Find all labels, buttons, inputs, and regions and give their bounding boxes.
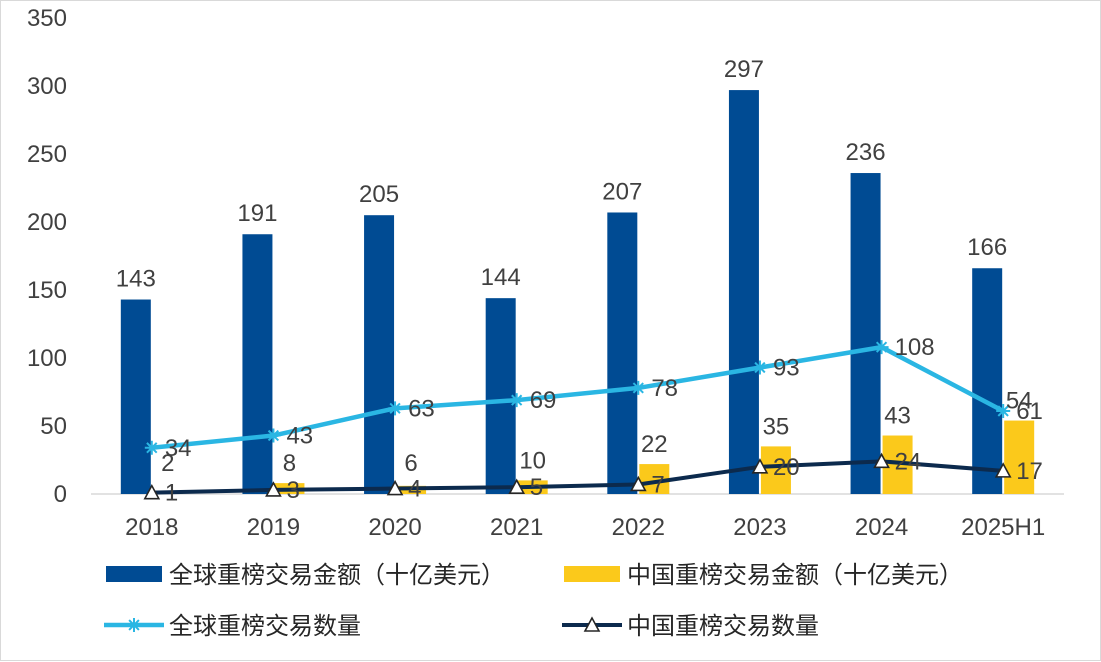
legend-label-global-count: 全球重榜交易数量 bbox=[169, 612, 361, 640]
bar-global-amount bbox=[728, 90, 759, 494]
bar-global-amount bbox=[485, 298, 516, 494]
line-global-count bbox=[144, 340, 1011, 455]
label-china-count: 20 bbox=[773, 454, 800, 481]
marker-global-count bbox=[874, 340, 889, 355]
bars-global-amount bbox=[120, 90, 1003, 495]
label-global-amount: 207 bbox=[602, 178, 642, 205]
label-china-amount: 35 bbox=[763, 413, 790, 440]
label-china-count: 24 bbox=[895, 448, 922, 475]
label-global-count: 34 bbox=[165, 435, 192, 462]
label-china-count: 7 bbox=[651, 471, 664, 498]
label-global-amount: 297 bbox=[724, 56, 764, 83]
y-tick-label: 250 bbox=[27, 141, 67, 168]
x-tick-label: 2020 bbox=[368, 514, 421, 541]
y-axis: 0 50 100 150 200 250 300 350 bbox=[27, 5, 67, 508]
label-global-count: 108 bbox=[895, 334, 935, 361]
label-global-count: 63 bbox=[408, 395, 435, 422]
label-china-count: 1 bbox=[165, 480, 178, 507]
label-china-amount: 22 bbox=[641, 431, 668, 458]
label-global-amount: 191 bbox=[237, 200, 277, 227]
y-tick-label: 200 bbox=[27, 209, 67, 236]
label-global-amount: 166 bbox=[967, 234, 1007, 261]
line-china-count-path bbox=[151, 459, 1004, 495]
label-china-count: 17 bbox=[1016, 458, 1043, 485]
marker-china-count bbox=[994, 462, 1012, 478]
label-global-amount: 205 bbox=[359, 181, 399, 208]
bar-global-amount bbox=[850, 173, 881, 495]
bar-china-amount bbox=[1004, 420, 1035, 494]
marker-china-count bbox=[386, 479, 404, 496]
y-tick-label: 350 bbox=[27, 5, 67, 32]
marker-china-count bbox=[143, 483, 161, 500]
bar-global-amount bbox=[972, 268, 1003, 494]
marker-global-count bbox=[388, 401, 403, 416]
x-tick-label: 2025H1 bbox=[961, 514, 1045, 541]
y-tick-label: 100 bbox=[27, 345, 67, 372]
label-global-count: 69 bbox=[530, 387, 557, 414]
legend-label-global-amount: 全球重榜交易金额（十亿美元） bbox=[169, 561, 505, 589]
bar-global-amount bbox=[120, 299, 151, 494]
x-tick-label: 2021 bbox=[490, 514, 543, 541]
bar-global-amount bbox=[242, 234, 273, 495]
label-china-amount: 43 bbox=[884, 403, 911, 430]
bar-global-amount bbox=[364, 215, 395, 494]
marker-global-count bbox=[509, 393, 524, 408]
label-china-count: 3 bbox=[286, 477, 299, 504]
marker-china-count bbox=[629, 475, 647, 492]
marker-china-count bbox=[751, 458, 769, 474]
label-global-amount: 143 bbox=[116, 266, 156, 293]
y-tick-label: 0 bbox=[54, 481, 67, 508]
x-tick-label: 2024 bbox=[855, 514, 908, 541]
label-global-amount: 236 bbox=[846, 139, 886, 166]
marker-global-count bbox=[631, 380, 646, 395]
legend-label-china-count: 中国重榜交易数量 bbox=[627, 612, 819, 640]
label-china-amount: 54 bbox=[1006, 388, 1033, 415]
label-global-count: 43 bbox=[286, 423, 313, 450]
y-tick-label: 300 bbox=[27, 73, 67, 100]
legend-marker-china-count bbox=[583, 616, 601, 632]
marker-china-count bbox=[873, 452, 890, 469]
marker-china-count bbox=[508, 478, 526, 495]
label-global-amount: 144 bbox=[481, 264, 521, 291]
label-global-count: 78 bbox=[651, 375, 678, 402]
label-global-count: 93 bbox=[773, 355, 800, 382]
x-tick-label: 2023 bbox=[733, 514, 786, 541]
label-china-amount: 8 bbox=[283, 450, 296, 477]
marker-global-count bbox=[144, 440, 159, 455]
marker-global-count bbox=[752, 360, 767, 375]
label-china-count: 4 bbox=[408, 476, 421, 503]
marker-global-count bbox=[266, 428, 281, 443]
legend: 全球重榜交易金额（十亿美元） 中国重榜交易金额（十亿美元） 全球重榜交易数量 中国重榜… bbox=[104, 561, 963, 640]
y-tick-label: 150 bbox=[27, 277, 67, 304]
label-global-count: 61 bbox=[1016, 398, 1043, 425]
label-china-amount: 2 bbox=[161, 450, 174, 477]
x-tick-label: 2022 bbox=[612, 514, 665, 541]
x-tick-label: 2019 bbox=[247, 514, 300, 541]
line-china-count bbox=[143, 452, 1012, 500]
y-tick-label: 50 bbox=[40, 413, 67, 440]
x-axis: 2018 2019 2020 2021 2022 2023 2024 2025H1 bbox=[91, 493, 1064, 541]
legend-swatch-global-amount bbox=[106, 566, 162, 582]
marker-global-count bbox=[996, 404, 1011, 419]
legend-swatch-china-amount bbox=[564, 566, 620, 582]
label-china-amount: 6 bbox=[404, 450, 417, 477]
x-tick-label: 2018 bbox=[125, 514, 178, 541]
bar-global-amount bbox=[607, 212, 638, 495]
line-global-count-path bbox=[151, 344, 1005, 450]
legend-label-china-amount: 中国重榜交易金额（十亿美元） bbox=[627, 561, 963, 589]
label-china-count: 5 bbox=[530, 474, 543, 501]
label-china-amount: 10 bbox=[519, 447, 546, 474]
marker-china-count bbox=[265, 481, 282, 497]
legend-marker-global-count bbox=[127, 618, 141, 632]
